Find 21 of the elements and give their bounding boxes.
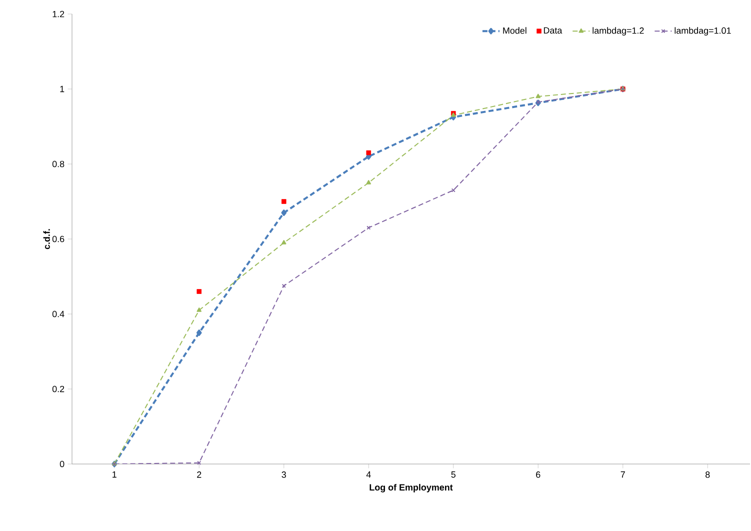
y-tick-label: 0.4 [52, 310, 64, 318]
y-tick-label: 0 [60, 460, 64, 468]
x-tick-label: 1 [112, 471, 116, 478]
x-tick-label: 8 [706, 471, 710, 478]
x-tick-label: 4 [366, 471, 371, 478]
x-tick-label: 5 [451, 471, 456, 478]
y-axis-title: c.d.f. [43, 229, 50, 250]
x-tick-label: 2 [197, 471, 202, 478]
legend-label: Model [503, 27, 526, 34]
x-axis-title: Log of Employment [370, 484, 453, 492]
y-tick-label: 1.2 [52, 10, 64, 18]
y-tick-label: 0.6 [52, 236, 64, 242]
x-tick-label: 6 [536, 471, 540, 478]
legend-label: Data [544, 27, 562, 34]
y-tick-label: 0.8 [52, 160, 64, 168]
legend-label: lambdag=1.01 [674, 27, 731, 36]
y-tick-label: 1 [60, 86, 64, 92]
y-tick-label: 0.2 [52, 386, 64, 392]
legend-label: lambdag=1.2 [592, 27, 644, 36]
x-tick-label: 3 [282, 471, 286, 478]
x-tick-label: 7 [620, 471, 625, 478]
